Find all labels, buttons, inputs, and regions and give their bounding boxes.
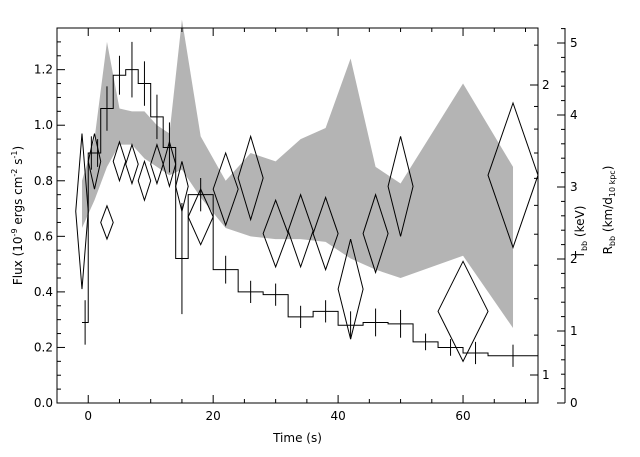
radius-tick-label: 4 [570, 108, 578, 122]
y-tick-label-left: 0.6 [34, 229, 53, 243]
x-tick-label: 0 [84, 409, 92, 423]
flux-histogram-line [81, 69, 538, 357]
x-tick-label: 60 [455, 409, 470, 423]
y-axis-label-radius: Rbb (km/d10 kpc) [601, 166, 617, 255]
temperature-diamond [312, 195, 339, 272]
y-axis-label-flux: Flux (10-9 ergs cm-2 s-1) [10, 146, 25, 285]
temperature-diamond [112, 140, 127, 183]
temperature-tick-label: 2 [542, 78, 550, 92]
flux-label-exp1: -9 [10, 228, 19, 236]
y-tick-label-left: 0.8 [34, 174, 53, 188]
temp-label-end: (keV) [573, 206, 587, 241]
flux-label-mid2: s [11, 159, 25, 169]
radius-band [81, 19, 514, 329]
temperature-diamond [125, 143, 139, 186]
radius-tick-label: 1 [570, 324, 578, 338]
temperature-diamond [437, 260, 489, 363]
temperature-diamond [87, 133, 102, 190]
flux-label-end: ) [11, 146, 25, 151]
y-tick-label-left: 0.4 [34, 285, 53, 299]
radius-label-end: ) [601, 166, 615, 171]
radius-tick-label: 2 [570, 252, 578, 266]
y-axis-label-temperature: Tbb (keV) [573, 206, 589, 260]
radius-label-main: R [601, 246, 615, 254]
x-axis-label: Time (s) [272, 431, 322, 445]
radius-tick-label: 5 [570, 36, 578, 50]
flux-label-mid1: ergs cm [11, 177, 25, 229]
flux-label-exp2: -2 [10, 169, 19, 177]
radius-tick-label: 3 [570, 180, 578, 194]
temperature-diamond [387, 136, 414, 237]
radius-tick-label: 0 [570, 396, 578, 410]
temperature-diamond [175, 161, 189, 212]
y-tick-label-left: 0.0 [34, 396, 53, 410]
flux-label-exp3: -1 [10, 151, 19, 159]
temp-label-main: T [573, 250, 587, 259]
x-tick-label: 20 [206, 409, 221, 423]
y-tick-label-left: 0.2 [34, 340, 53, 354]
temperature-diamond [100, 204, 114, 241]
radius-label-mid: (km/d [601, 197, 615, 236]
temperature-diamond [237, 134, 264, 222]
temperature-diamond-layer [75, 101, 539, 363]
temperature-diamond [187, 187, 214, 246]
temperature-tick-label: 1 [542, 368, 550, 382]
flux-histogram-layer [81, 41, 538, 367]
radius-label-sub2: 10 kpc [608, 170, 617, 197]
y-tick-label-left: 1.2 [34, 63, 53, 77]
temp-label-sub: bb [580, 241, 589, 251]
temperature-diamond [362, 193, 389, 275]
temperature-diamond [137, 159, 152, 202]
temperature-diamond [287, 193, 314, 269]
flux-label-main: Flux (10 [11, 236, 25, 285]
temperature-diamond [262, 198, 289, 269]
temperature-diamond [75, 133, 89, 290]
temperature-diamond [337, 238, 364, 340]
x-tick-label: 40 [330, 409, 345, 423]
temperature-diamond [212, 151, 239, 227]
y-tick-label-left: 1.0 [34, 118, 53, 132]
radius-band-layer [81, 19, 514, 329]
temperature-diamond [162, 140, 177, 189]
radius-label-sub: bb [608, 236, 617, 246]
